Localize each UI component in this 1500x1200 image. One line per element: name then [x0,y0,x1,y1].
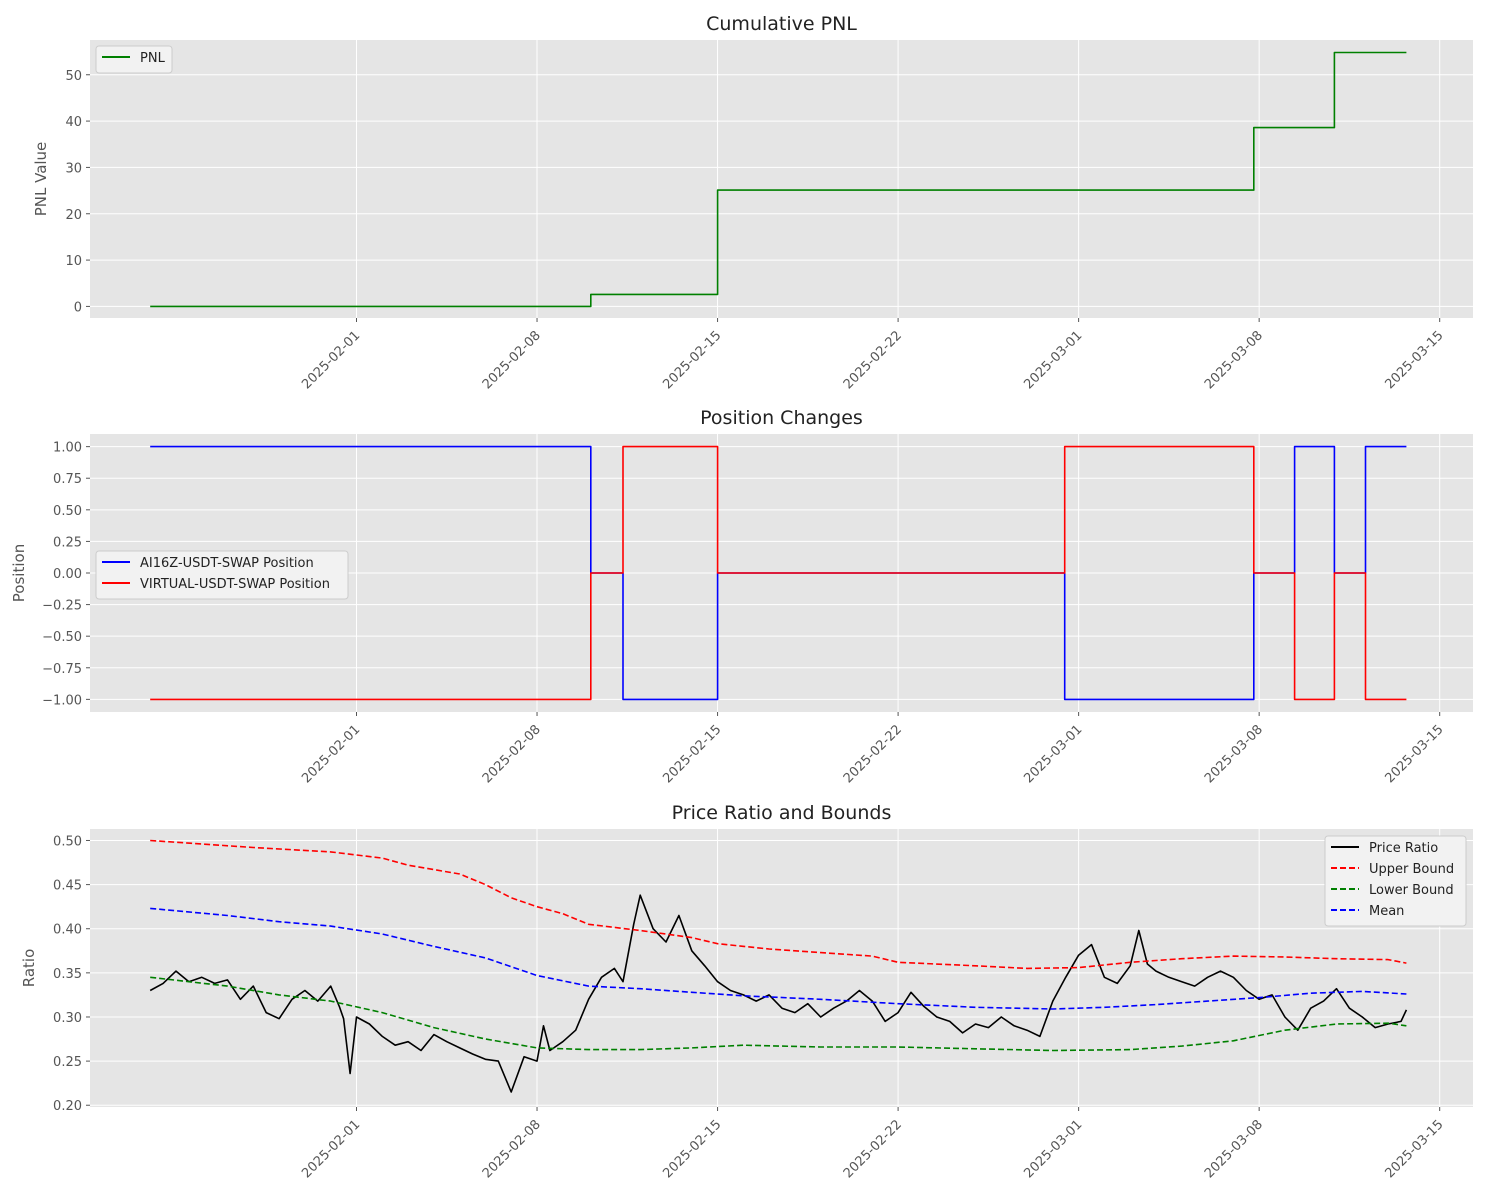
y-tick-label: −0.50 [42,630,82,645]
plot-area [90,829,1473,1107]
chart-title: Cumulative PNL [706,13,857,35]
legend: AI16Z-USDT-SWAP Position VIRTUAL-USDT-SWA… [95,550,349,600]
legend-label: Price Ratio [1369,841,1438,856]
x-tick-label: 2025-03-15 [1382,328,1446,392]
x-tick-label: 2025-03-15 [1382,1117,1446,1181]
y-tick-label: 0.35 [53,967,82,982]
legend-box [95,45,173,74]
series-line-pnl [150,51,1407,308]
x-tick-label: 2025-02-22 [841,1117,905,1181]
x-tick-label: 2025-03-01 [1021,722,1085,786]
legend-label: PNL [140,51,166,66]
price-ratio-chart: 0.20 0.25 0.30 0.35 0.40 0.45 0.50 2025-02-01 20… [20,802,1473,1181]
y-tick-label: −1.00 [42,693,82,708]
y-tick-label: 1.00 [53,441,82,456]
y-tick-label: 0.50 [53,504,82,519]
x-tick-label: 2025-03-15 [1382,722,1446,786]
x-tick-label: 2025-03-08 [1202,1117,1266,1181]
series-line-lower-bound [150,976,1407,1052]
y-tick-label: 10 [65,254,82,269]
chart-title: Position Changes [700,407,863,429]
cumulative-pnl-chart: 0 10 20 30 40 50 2025-02-01 2025-02-08 2025-02-1… [32,13,1473,392]
legend-box [95,550,349,600]
y-tick-label: 0.40 [53,923,82,938]
position-changes-chart: −1.00 −0.75 −0.50 −0.25 0.00 0.25 0.50 0.75 1.00… [10,407,1473,786]
y-tick-label: 0.30 [53,1011,82,1026]
x-tick-label: 2025-02-22 [841,722,905,786]
y-tick-label: 0.25 [53,535,82,550]
x-tick-label: 2025-02-22 [841,328,905,392]
y-tick-label: 50 [65,69,82,84]
legend-label: Upper Bound [1369,862,1454,877]
y-tick-label: 20 [65,208,82,223]
series-line-mean [150,907,1407,1010]
series-line-price-ratio [149,894,1408,1093]
y-tick-label: −0.75 [42,662,82,677]
x-tick-label: 2025-03-01 [1021,1117,1085,1181]
y-tick-label: 0 [74,300,82,315]
legend-label: AI16Z-USDT-SWAP Position [140,556,314,571]
x-tick-label: 2025-02-15 [660,328,724,392]
legend: Price Ratio Upper Bound Lower Bound Mean [1324,835,1467,927]
x-tick-label: 2025-02-01 [299,722,363,786]
legend-label: Lower Bound [1369,883,1454,898]
y-tick-label: −0.25 [42,599,82,614]
legend: PNL [95,45,173,74]
y-axis-label: Position [10,544,28,602]
y-axis-label: PNL Value [32,142,50,217]
x-tick-label: 2025-02-01 [299,1117,363,1181]
series-line-virtual-usdt-swap-position [150,445,1407,701]
legend-label: VIRTUAL-USDT-SWAP Position [140,577,330,592]
x-tick-label: 2025-02-01 [299,328,363,392]
y-axis-label: Ratio [20,949,38,988]
y-tick-label: 0.75 [53,472,82,487]
legend-box [1324,835,1467,927]
chart-title: Price Ratio and Bounds [672,802,892,824]
series-line-upper-bound [150,839,1407,970]
x-tick-label: 2025-02-08 [480,328,544,392]
y-tick-label: 0.25 [53,1055,82,1070]
x-tick-label: 2025-03-01 [1021,328,1085,392]
y-tick-label: 0.45 [53,879,82,894]
x-tick-label: 2025-02-15 [660,722,724,786]
x-tick-label: 2025-03-08 [1202,722,1266,786]
y-tick-label: 0.20 [53,1099,82,1114]
x-tick-label: 2025-02-15 [660,1117,724,1181]
plot-area [90,40,1473,318]
x-tick-label: 2025-03-08 [1202,328,1266,392]
y-tick-label: 0.50 [53,834,82,849]
x-tick-label: 2025-02-08 [480,722,544,786]
y-tick-label: 40 [65,115,82,130]
legend-label: Mean [1369,904,1404,919]
y-tick-label: 30 [65,161,82,176]
y-tick-label: 0.00 [53,567,82,582]
x-tick-label: 2025-02-08 [480,1117,544,1181]
